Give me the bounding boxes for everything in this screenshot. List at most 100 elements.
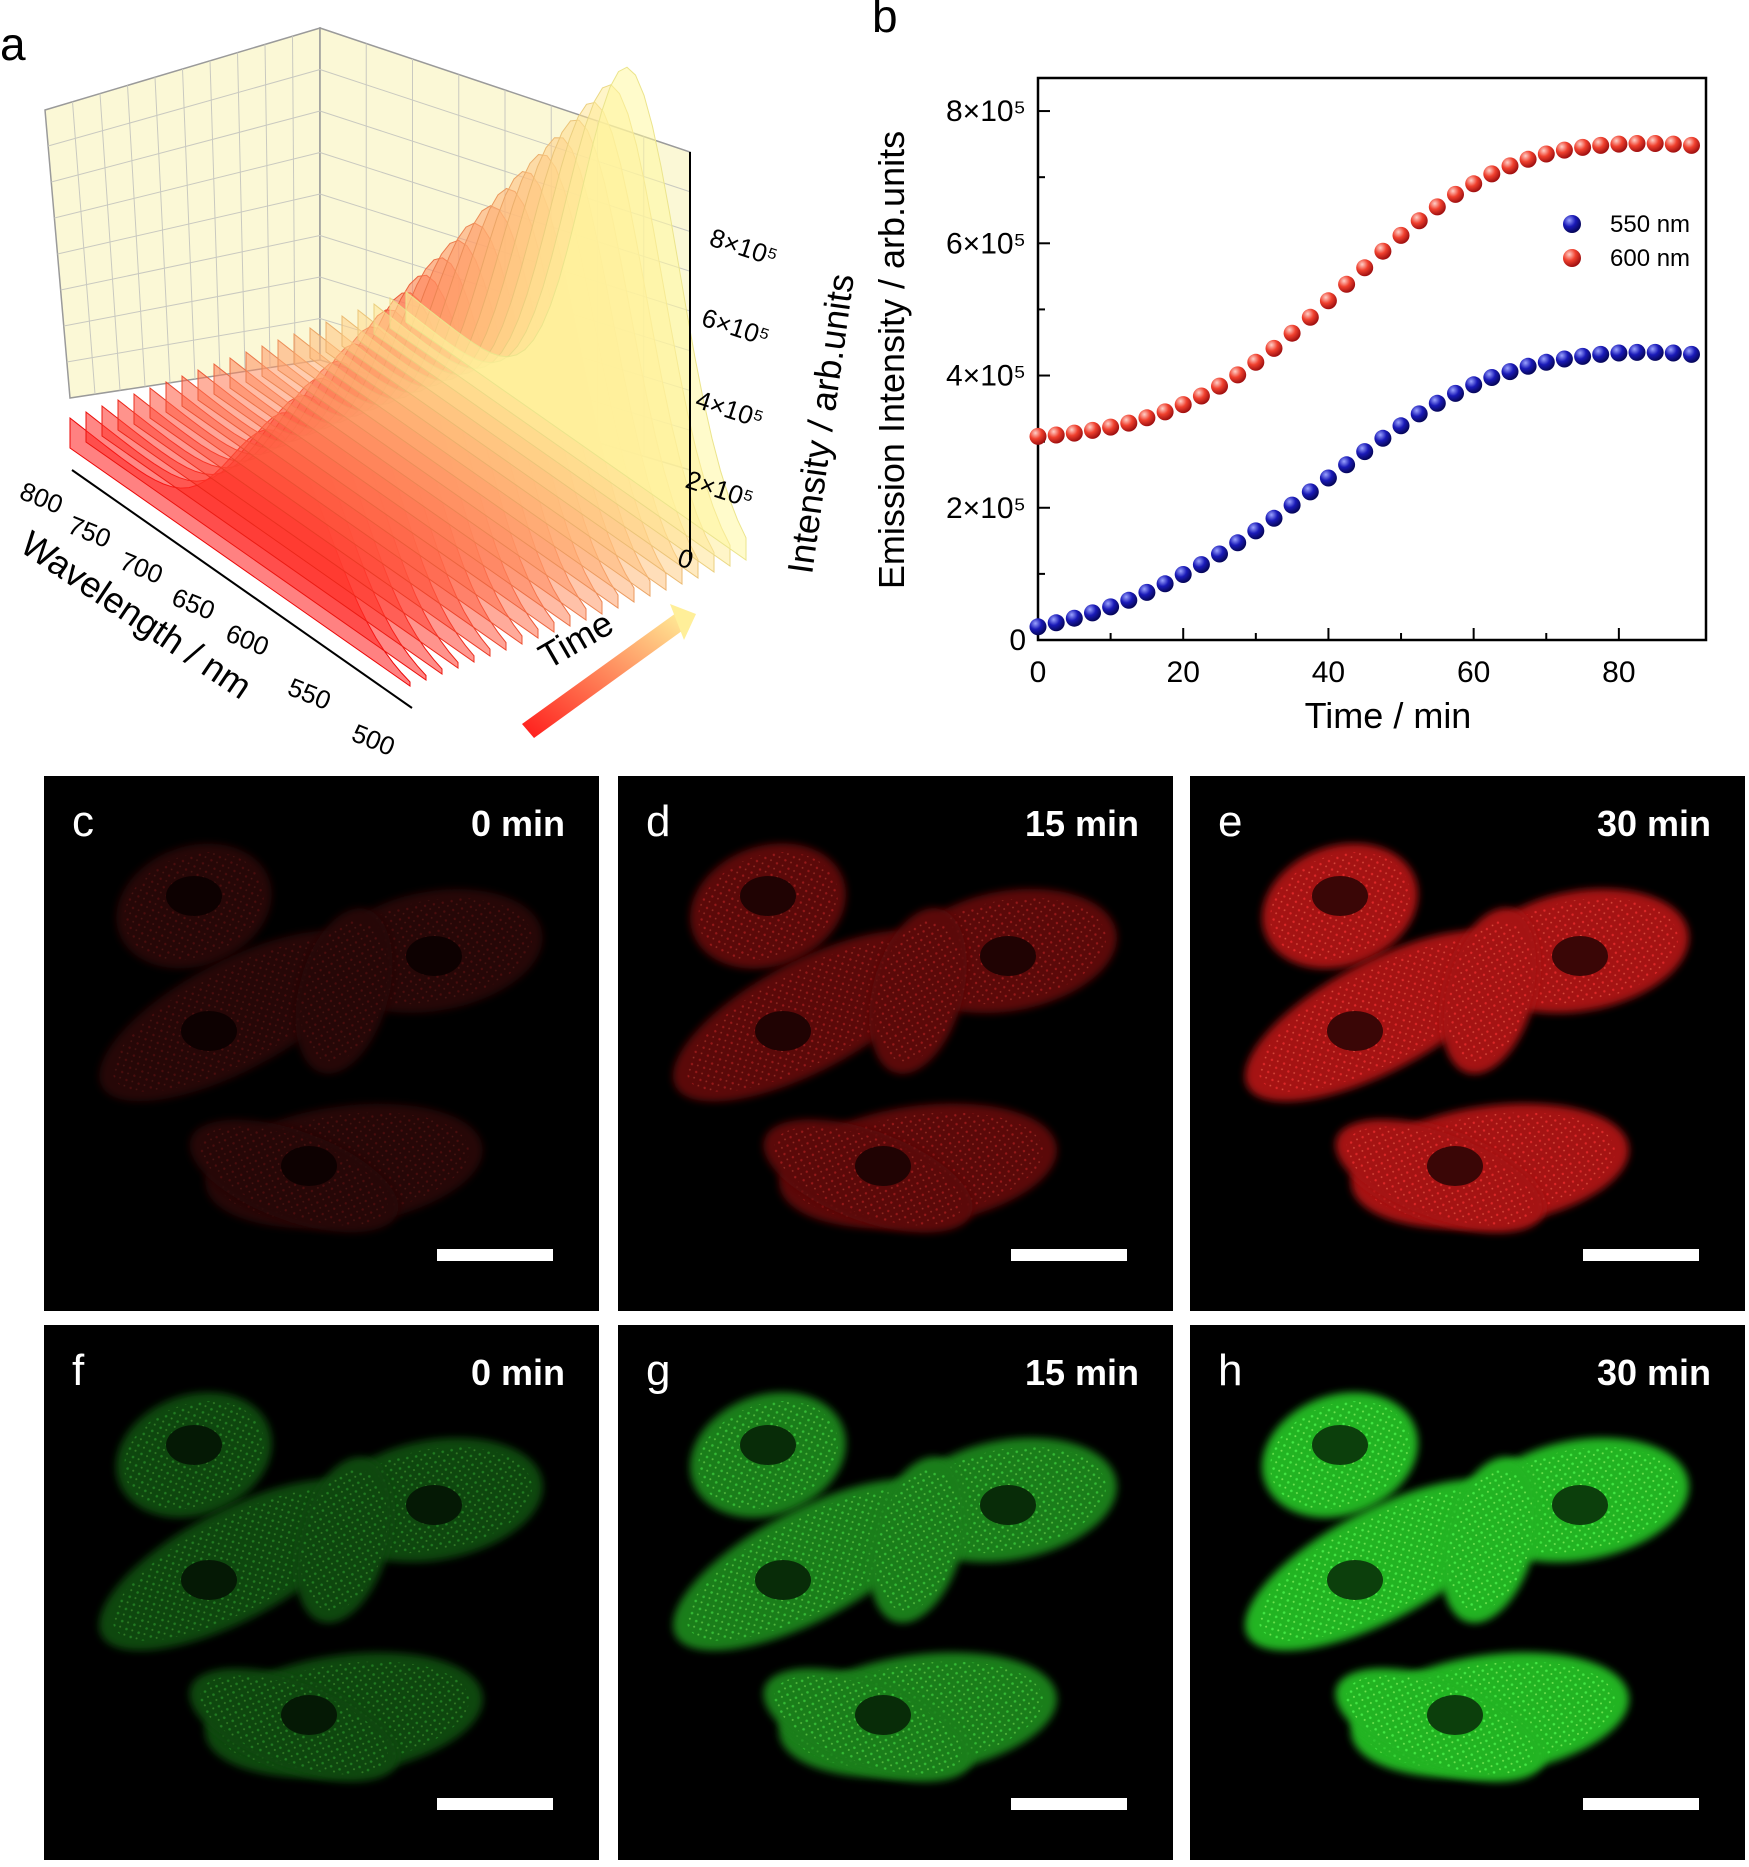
data-point (1301, 483, 1319, 501)
cell-puncta (874, 920, 962, 1062)
data-point (1555, 350, 1573, 368)
nucleus (1427, 1146, 1483, 1186)
data-point (1610, 135, 1628, 153)
data-point (1283, 324, 1301, 342)
data-point (1374, 242, 1392, 260)
micrograph-g: g 15 min (618, 1325, 1173, 1860)
data-point (1519, 357, 1537, 375)
intensity-tick-8e5: 8×10⁵ (706, 222, 781, 272)
data-point (1192, 387, 1210, 405)
cell-puncta (300, 920, 388, 1062)
cell-layer (1245, 1392, 1689, 1782)
data-point (1610, 344, 1628, 362)
data-point (1574, 138, 1592, 156)
data-point (1211, 545, 1228, 563)
data-point (1065, 609, 1083, 627)
scale-bar (437, 1249, 553, 1261)
data-point (1156, 575, 1174, 593)
legend-label-600: 600 nm (1610, 245, 1690, 272)
data-series (1029, 135, 1700, 636)
scale-bar (1011, 1798, 1127, 1810)
wavelength-tick-500: 500 (348, 718, 399, 762)
wavelength-axis-line (71, 469, 413, 709)
cell-puncta (300, 1469, 388, 1611)
data-point (1501, 363, 1519, 381)
micrograph-letter-h: h (1218, 1346, 1242, 1395)
nucleus (855, 1695, 911, 1735)
data-point (1428, 198, 1446, 216)
data-point (1592, 345, 1610, 363)
legend-marker-600 (1563, 249, 1581, 267)
data-point (1374, 429, 1392, 447)
micrograph-d: d 15 min (618, 776, 1173, 1311)
micrograph-h: h 30 min (1190, 1325, 1745, 1860)
data-point (1428, 394, 1446, 412)
data-point (1628, 135, 1646, 152)
y-tick-label: 8×10⁵ (946, 95, 1026, 128)
data-point (1664, 344, 1682, 362)
x-tick-label: 20 (1167, 656, 1200, 689)
data-point (1301, 308, 1319, 326)
data-point (1065, 424, 1083, 442)
cell-puncta (1258, 940, 1502, 1092)
micrograph-letter-d: d (646, 797, 670, 846)
data-point (1102, 418, 1120, 436)
y-axis-title: Emission Intensity / arb.units (871, 131, 912, 589)
nucleus (1427, 1695, 1483, 1735)
data-point (1265, 339, 1283, 357)
data-point (1138, 409, 1156, 427)
data-point (1229, 534, 1247, 552)
panel-letter-b: b (872, 0, 898, 42)
series-600-nm (1029, 135, 1700, 445)
data-point (1338, 456, 1356, 474)
data-point (1628, 343, 1646, 361)
data-point (1683, 345, 1700, 363)
data-point (1338, 275, 1356, 293)
data-point (1592, 136, 1610, 154)
data-point (1120, 591, 1138, 609)
intensity-tick-6e5: 6×10⁵ (698, 302, 773, 352)
nucleus (980, 1485, 1036, 1525)
legend-label-550: 550 nm (1610, 211, 1690, 238)
data-point (1047, 426, 1065, 444)
y-axis-ticks: 0 2×10⁵ 4×10⁵ 6×10⁵ 8×10⁵ (946, 95, 1050, 657)
y-tick-label: 0 (1009, 624, 1026, 657)
data-point (1356, 443, 1374, 461)
data-point (1319, 469, 1337, 487)
micrograph-time-f: 0 min (471, 1352, 565, 1393)
data-point (1247, 353, 1265, 371)
data-point (1501, 157, 1519, 175)
micrograph-c: c 0 min (44, 776, 599, 1311)
data-point (1519, 150, 1537, 168)
nucleus (1552, 1485, 1608, 1525)
data-point (1447, 384, 1464, 402)
data-point (1465, 376, 1483, 394)
panel-a: a 800 750 700 650 600 550 500 Wavelength… (0, 18, 862, 762)
x-tick-label: 80 (1602, 656, 1635, 689)
wavelength-tick-550: 550 (284, 672, 335, 716)
nucleus (166, 1425, 222, 1465)
time-arrow-head (670, 604, 696, 640)
data-point (1410, 212, 1428, 230)
data-point (1683, 136, 1700, 154)
grid-line (63, 276, 321, 327)
cell-layer (99, 1392, 543, 1782)
scale-bar (1583, 1798, 1699, 1810)
data-point (1192, 556, 1210, 574)
data-point (1174, 566, 1192, 583)
micrograph-letter-g: g (646, 1346, 670, 1395)
nucleus (1312, 1425, 1368, 1465)
series-550-nm (1029, 343, 1700, 636)
spectrum-ridge (405, 66, 747, 561)
cell-layer (673, 843, 1117, 1233)
data-point (1265, 509, 1283, 527)
panel-b: b 0 20 40 60 80 0 2×10⁵ 4×10⁵ 6×10⁵ 8×10⁵ Time /… (871, 0, 1708, 736)
grid-line (51, 110, 321, 183)
micrograph-time-d: 15 min (1025, 803, 1139, 844)
nucleus (1327, 1011, 1383, 1051)
plot-frame (1036, 76, 1708, 642)
legend-marker-550 (1563, 215, 1581, 233)
wavelength-tick-800: 800 (16, 476, 67, 520)
y-tick-label: 4×10⁵ (946, 360, 1026, 393)
